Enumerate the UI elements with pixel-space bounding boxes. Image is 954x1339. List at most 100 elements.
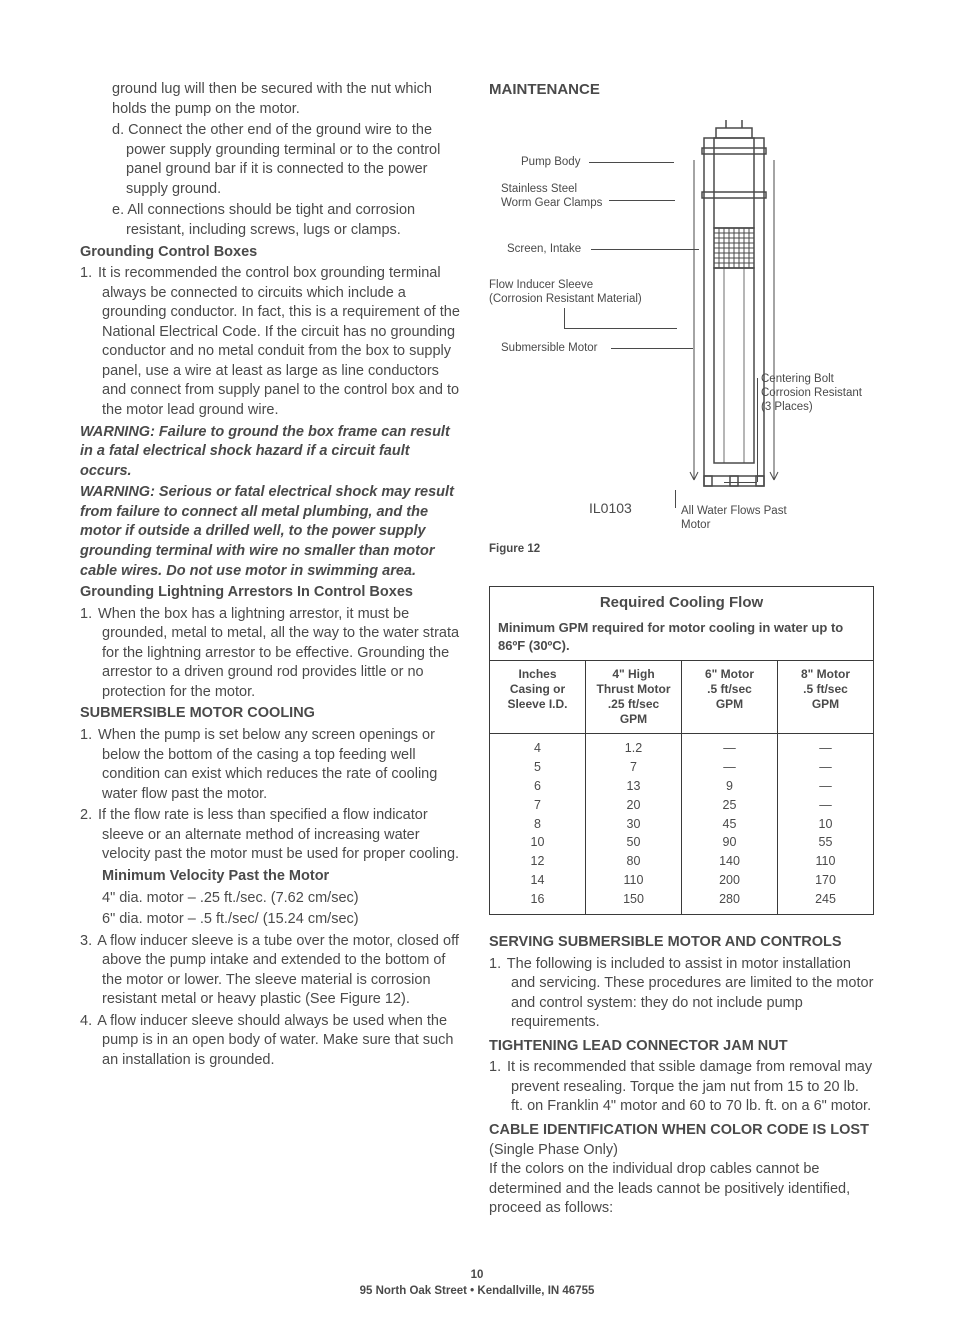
item-d: d. Connect the other end of the ground w… [112,121,465,199]
table-cell: 14 [490,871,586,890]
table-cell: — [778,758,873,777]
intro-continued: ground lug will then be secured with the… [112,80,465,119]
table-cell: 30 [586,815,682,834]
table-cell: 8 [490,815,586,834]
pump-diagram: Pump Body Stainless Steel Worm Gear Clam… [489,120,874,530]
tlc-item-1-text: It is recommended that ssible damage fro… [507,1059,872,1114]
table-cell: 5 [490,758,586,777]
heading-maintenance: MAINTENANCE [489,80,874,100]
table-cell: 25 [682,796,778,815]
table-row: 6139— [490,777,873,796]
leader-sleeve-h [564,328,677,329]
table-row: 16150280245 [490,890,873,914]
table-cell: 4 [490,734,586,758]
min-velocity-heading: Minimum Velocity Past the Motor [80,867,465,887]
gla-item-1-text: When the box has a lightning arrestor, i… [98,606,459,700]
table-row: 1280140110 [490,852,873,871]
table-cell: — [682,758,778,777]
right-column: MAINTENANCE Pump Body Stainless Steel Wo… [489,80,874,1219]
label-clamps-l1: Stainless Steel [501,182,577,196]
table-cell: 110 [586,871,682,890]
table-row: 72025— [490,796,873,815]
table-cell: 140 [682,852,778,871]
pump-illustration [674,120,794,515]
table-cell: 20 [586,796,682,815]
table-cell: 7 [586,758,682,777]
smc-item-3: 3. A flow inducer sleeve is a tube over … [80,932,465,1010]
smc-item-2: 2. If the flow rate is less than specifi… [80,806,465,865]
smc-item-3-text: A flow inducer sleeve is a tube over the… [97,933,459,1008]
table-row: 8304510 [490,815,873,834]
page-footer: 10 95 North Oak Street • Kendallville, I… [80,1267,874,1299]
heading-tightening-lead: TIGHTENING LEAD CONNECTOR JAM NUT [489,1037,874,1057]
label-sleeve-l2: (Corrosion Resistant Material) [489,292,642,306]
heading-lightning-arrestors: Grounding Lightning Arrestors In Control… [80,583,465,603]
footer-address: 95 North Oak Street • Kendallville, IN 4… [80,1283,874,1299]
two-column-layout: ground lug will then be secured with the… [80,80,874,1219]
table-body: 41.2——57——6139—72025—8304510105090551280… [490,733,873,914]
cable-id-text: If the colors on the individual drop cab… [489,1160,874,1219]
table-cell: 50 [586,833,682,852]
min-velocity-4in: 4" dia. motor – .25 ft./sec. (7.62 cm/se… [80,889,465,909]
cable-id-sub: (Single Phase Only) [489,1141,874,1161]
table-cell: 16 [490,890,586,914]
continued-sub-list: ground lug will then be secured with the… [80,80,465,241]
heading-serving-submersible: SERVING SUBMERSIBLE MOTOR AND CONTROLS [489,933,874,953]
th-c4: 8" Motor.5 ft/secGPM [778,661,873,733]
smc-item-4-text: A flow inducer sleeve should always be u… [97,1013,453,1068]
heading-cable-id: CABLE IDENTIFICATION WHEN COLOR CODE IS … [489,1121,874,1141]
heading-submersible-cooling: SUBMERSIBLE MOTOR COOLING [80,704,465,724]
cooling-flow-table: Required Cooling Flow Minimum GPM requir… [489,586,874,915]
label-clamps-l2: Worm Gear Clamps [501,196,602,210]
table-cell: — [778,777,873,796]
figure-caption: Figure 12 [489,542,874,558]
diagram-code: IL0103 [589,500,632,518]
table-cell: 7 [490,796,586,815]
th-c1: InchesCasing orSleeve I.D. [490,661,586,733]
table-cell: 10 [778,815,873,834]
table-row: 41.2—— [490,734,873,758]
warning-1: WARNING: Failure to ground the box frame… [80,423,465,482]
table-cell: — [682,734,778,758]
gcb-item-1-text: It is recommended the control box ground… [98,265,460,418]
table-header-row: InchesCasing orSleeve I.D. 4" HighThrust… [490,661,873,733]
table-cell: 80 [586,852,682,871]
table-cell: 12 [490,852,586,871]
table-cell: 90 [682,833,778,852]
table-cell: 1.2 [586,734,682,758]
warning-2: WARNING: Serious or fatal electrical sho… [80,483,465,581]
leader-pump-body [589,162,674,163]
table-row: 14110200170 [490,871,873,890]
table-row: 10509055 [490,833,873,852]
th-c2: 4" HighThrust Motor.25 ft/secGPM [586,661,682,733]
tlc-item-1: 1. It is recommended that ssible damage … [489,1058,874,1117]
ssm-item-1: 1. The following is included to assist i… [489,955,874,1033]
table-cell: — [778,796,873,815]
table-cell: 150 [586,890,682,914]
smc-item-1: 1. When the pump is set below any screen… [80,726,465,804]
heading-grounding-control-boxes: Grounding Control Boxes [80,243,465,263]
gla-item-1: 1. When the box has a lightning arrestor… [80,605,465,703]
label-motor: Submersible Motor [501,341,598,355]
ssm-item-1-text: The following is included to assist in m… [507,956,874,1031]
table-cell: 45 [682,815,778,834]
smc-item-1-text: When the pump is set below any screen op… [98,727,437,802]
table-row: 57—— [490,758,873,777]
table-cell: 280 [682,890,778,914]
leader-sleeve-v [564,308,565,328]
smc-item-2-text: If the flow rate is less than specified … [98,807,459,862]
table-cell: 6 [490,777,586,796]
min-velocity-6in: 6" dia. motor – .5 ft./sec/ (15.24 cm/se… [80,910,465,930]
table-cell: 200 [682,871,778,890]
page-number: 10 [80,1267,874,1283]
table-cell: 55 [778,833,873,852]
table-cell: — [778,734,873,758]
table-cell: 170 [778,871,873,890]
table-cell: 110 [778,852,873,871]
left-column: ground lug will then be secured with the… [80,80,465,1219]
table-cell: 10 [490,833,586,852]
label-pump-body: Pump Body [521,155,580,169]
th-c3: 6" Motor.5 ft/secGPM [682,661,778,733]
table-cell: 9 [682,777,778,796]
label-flow-l2: Motor [681,518,710,532]
